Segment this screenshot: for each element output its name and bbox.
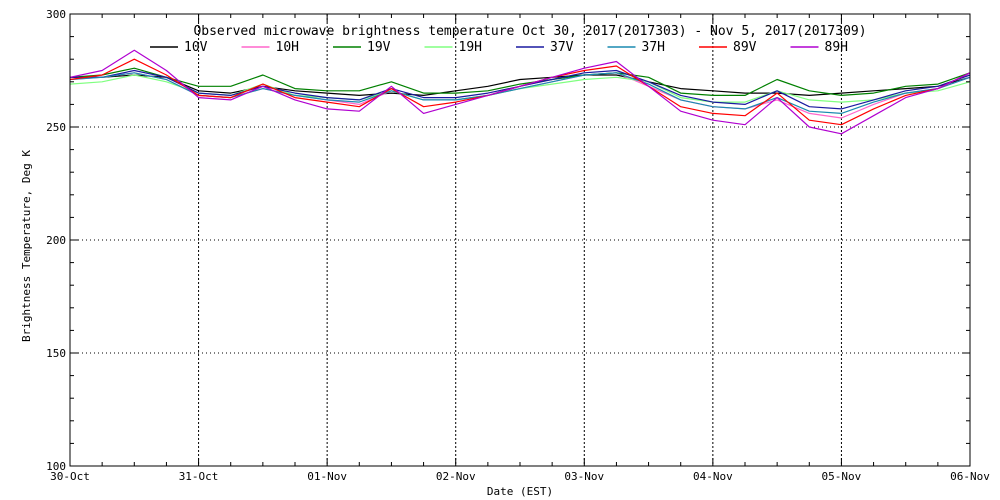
legend-label: 19V xyxy=(367,40,391,55)
legend-label: 37H xyxy=(642,40,665,55)
x-tick-label: 30-Oct xyxy=(50,470,90,483)
chart-title: Observed microwave brightness temperatur… xyxy=(193,24,866,39)
x-tick-label: 03-Nov xyxy=(564,470,604,483)
plot-area xyxy=(70,14,970,466)
axis-ticks xyxy=(69,13,971,467)
series-line-10v xyxy=(70,74,971,97)
y-tick-label: 300 xyxy=(46,8,66,21)
x-tick-labels: 30-Oct 31-Oct 01-Nov 02-Nov 03-Nov 04-Nov 05-N… xyxy=(50,470,990,483)
series-line-19v xyxy=(69,67,971,97)
grid-lines xyxy=(70,14,970,466)
y-tick-label: 100 xyxy=(46,460,66,473)
series-lines xyxy=(69,49,971,135)
series-line-89h xyxy=(69,49,971,135)
legend-label: 19H xyxy=(459,40,482,55)
x-tick-label: 01-Nov xyxy=(307,470,347,483)
y-tick-label: 200 xyxy=(46,234,66,247)
legend-label: 37V xyxy=(550,40,574,55)
y-tick-label: 250 xyxy=(46,121,66,134)
y-tick-labels: 100 150 200 250 300 xyxy=(46,8,66,473)
legend-label: 10H xyxy=(276,40,299,55)
x-tick-label: 06-Nov xyxy=(950,470,990,483)
y-axis-label: Brightness Temperature, Deg K xyxy=(20,150,33,342)
x-tick-label: 31-Oct xyxy=(179,470,219,483)
legend-label: 89H xyxy=(825,40,848,55)
y-tick-label: 150 xyxy=(46,347,66,360)
x-tick-label: 04-Nov xyxy=(693,470,733,483)
legend: 10V 10H 19V 19H 37V 37H 89V 89H xyxy=(150,40,848,55)
x-axis-label: Date (EST) xyxy=(487,485,553,498)
legend-label: 10V xyxy=(184,40,208,55)
x-tick-label: 05-Nov xyxy=(822,470,862,483)
legend-label: 89V xyxy=(733,40,757,55)
x-tick-label: 02-Nov xyxy=(436,470,476,483)
